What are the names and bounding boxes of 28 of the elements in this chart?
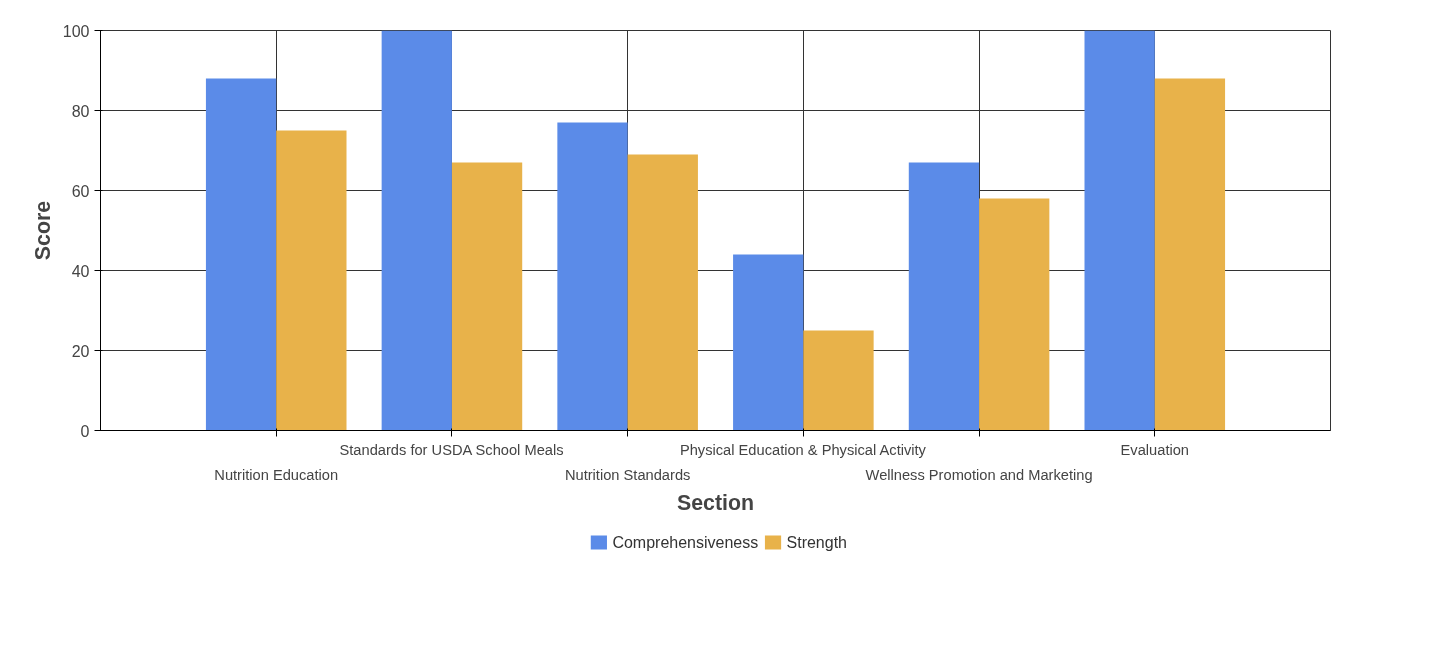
bar — [276, 130, 347, 431]
bar — [803, 330, 874, 431]
y-tick-label: 100 — [62, 22, 90, 40]
bar — [627, 154, 698, 431]
y-axis-title: Score — [30, 200, 55, 261]
bar — [979, 198, 1050, 431]
bar — [451, 162, 523, 431]
x-tick-label: Physical Education & Physical Activity — [679, 441, 927, 458]
bar — [381, 30, 452, 431]
x-tick-label: Evaluation — [1120, 441, 1190, 458]
y-tick-label: 20 — [71, 342, 90, 360]
bar — [1084, 30, 1155, 431]
y-tick-label: 0 — [80, 422, 90, 440]
legend-label: Comprehensiveness — [612, 534, 759, 551]
y-tick-label: 40 — [71, 262, 90, 280]
bar — [908, 162, 980, 431]
x-tick-label: Nutrition Standards — [564, 466, 691, 483]
x-tick-label: Standards for USDA School Meals — [339, 441, 564, 458]
y-tick-label: 60 — [71, 182, 90, 200]
bar — [733, 254, 804, 431]
x-tick-label: Nutrition Education — [214, 466, 339, 483]
bar — [1154, 78, 1226, 431]
y-tick-label: 80 — [71, 102, 90, 120]
bar — [205, 78, 277, 431]
x-tick-label: Wellness Promotion and Marketing — [865, 466, 1093, 483]
bar — [557, 122, 628, 431]
legend-label: Strength — [786, 534, 848, 551]
x-axis-title: Section — [676, 490, 755, 515]
